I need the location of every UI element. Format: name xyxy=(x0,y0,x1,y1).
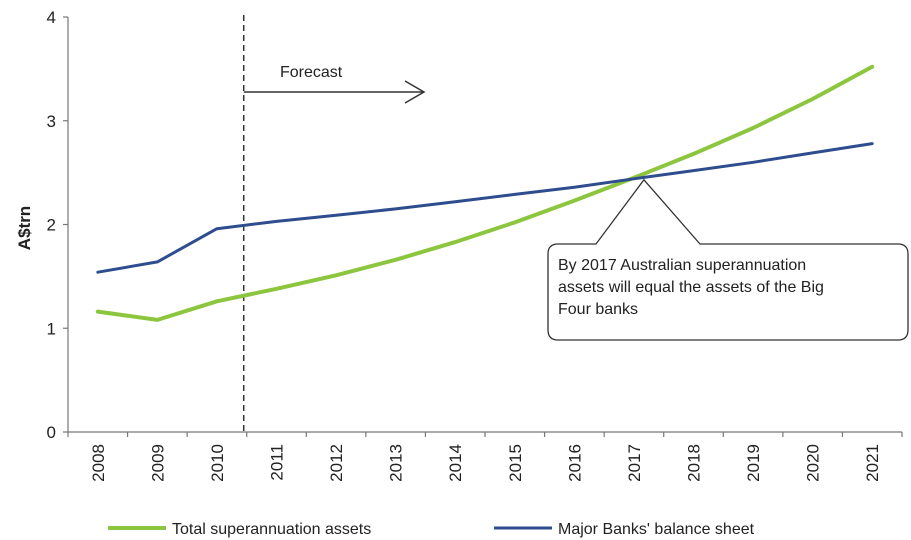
x-tick-label: 2019 xyxy=(744,444,763,482)
x-tick-label: 2009 xyxy=(148,444,167,482)
legend-label-2: Major Banks' balance sheet xyxy=(558,521,755,538)
series-line-2 xyxy=(96,142,874,274)
y-tick-label: 1 xyxy=(47,319,56,338)
x-tick-label: 2017 xyxy=(625,444,644,482)
y-tick-label: 4 xyxy=(47,8,56,27)
forecast-label: Forecast xyxy=(280,64,343,81)
x-tick-label: 2012 xyxy=(327,444,346,482)
x-tick-label: 2010 xyxy=(208,444,227,482)
legend-label-1: Total superannuation assets xyxy=(172,521,371,538)
callout-text-line: By 2017 Australian superannuation xyxy=(558,257,806,274)
forecast-arrow-head xyxy=(404,80,426,104)
series-line-1 xyxy=(95,64,875,322)
callout-box xyxy=(547,178,909,341)
x-tick-label: 2008 xyxy=(89,444,108,482)
callout-text-line: Four banks xyxy=(558,301,638,318)
x-tick-label: 2021 xyxy=(863,444,882,482)
x-tick-label: 2018 xyxy=(685,444,704,482)
callout-text-line: assets will equal the assets of the Big xyxy=(558,279,824,296)
y-tick-label: 2 xyxy=(47,216,56,235)
x-tick-label: 2016 xyxy=(565,444,584,482)
y-tick-label: 3 xyxy=(47,112,56,131)
x-tick-label: 2013 xyxy=(387,444,406,482)
y-tick-label: 0 xyxy=(47,423,56,442)
x-tick-label: 2011 xyxy=(268,444,287,481)
x-tick-label: 2014 xyxy=(446,444,465,482)
x-tick-label: 2015 xyxy=(506,444,525,482)
x-tick-label: 2020 xyxy=(804,444,823,482)
y-axis-label: A$trn xyxy=(15,206,34,250)
